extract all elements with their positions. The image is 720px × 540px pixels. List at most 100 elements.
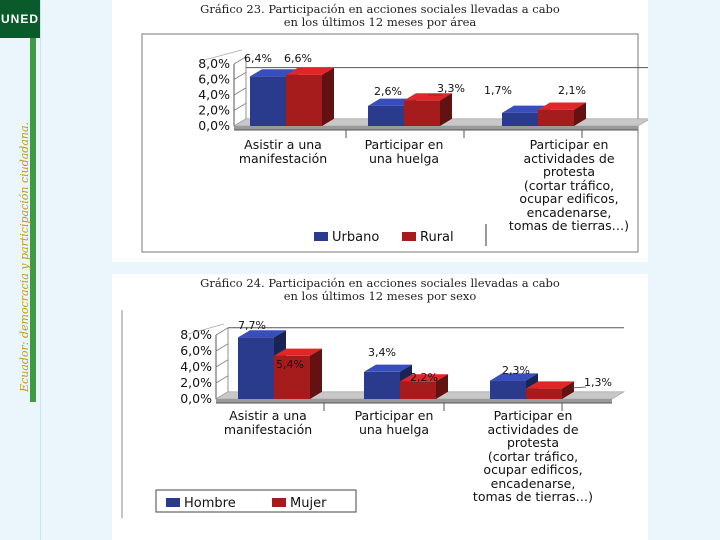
category-label-line: Participar en [354, 408, 434, 423]
category-label-line: actividades de [487, 421, 579, 437]
bar [526, 381, 574, 399]
bar-side [574, 102, 586, 126]
category-label: Asistir a una manifestación [218, 138, 348, 165]
chart-title: Gráfico 24. Participación en acciones so… [112, 277, 648, 303]
legend-label: Rural [420, 230, 454, 245]
chart-floor-front [216, 399, 612, 403]
legend-swatch [166, 498, 180, 507]
category-label: Participar en actividades de protesta (c… [504, 138, 634, 233]
decor-diagonal [203, 49, 243, 61]
uned-logo: UNED [0, 0, 40, 38]
legend-label: Mujer [290, 496, 327, 511]
data-label: 1,7% [484, 84, 512, 97]
chart-panel-sex: Gráfico 24. Participación en acciones so… [112, 274, 648, 540]
y-tick-diagonal [233, 102, 247, 111]
bar-front [490, 380, 526, 399]
bar [286, 67, 334, 126]
category-label-line: Participar en [493, 408, 573, 423]
legend-box [297, 221, 489, 249]
bar-top [274, 348, 322, 356]
y-tick-diagonal [215, 343, 229, 352]
category-label: Participar en actividades de protesta (c… [448, 409, 618, 504]
bar-top [490, 373, 538, 381]
bar-top [538, 102, 586, 110]
bar [400, 374, 448, 399]
bar-front [368, 105, 404, 126]
category-label: Participar en una huelga [344, 138, 464, 165]
bar-side [322, 67, 334, 126]
category-label-line: encadenarse, [526, 204, 612, 220]
bar [538, 102, 586, 126]
bar-front [238, 337, 274, 399]
y-tick-diagonal [233, 71, 247, 80]
chart-title: Gráfico 23. Participación en acciones so… [112, 3, 648, 29]
bar-top [286, 67, 334, 75]
chart-panel-area: Gráfico 23. Participación en acciones so… [112, 0, 648, 262]
bar-front [502, 112, 538, 126]
bar-top [526, 381, 574, 389]
chart-title-line-1: Gráfico 24. Participación en acciones so… [200, 276, 560, 290]
data-label: 2,2% [410, 371, 438, 384]
bar [404, 93, 452, 126]
data-label: 2,3% [502, 364, 530, 377]
category-label: Participar en una huelga [334, 409, 454, 436]
chart-title-line-1: Gráfico 23. Participación en acciones so… [200, 2, 560, 16]
bar-front [286, 74, 322, 126]
data-label: 6,4% [244, 52, 272, 65]
y-tick-diagonal [233, 87, 247, 96]
bar-front [400, 381, 436, 399]
bar [274, 348, 322, 399]
legend-swatch [314, 232, 328, 241]
decor-diagonal [187, 323, 225, 335]
category-label-line: una huelga [368, 150, 440, 166]
category-label-line: Asistir a una [229, 408, 307, 423]
chart-title-line-2: en los últimos 12 meses por área [283, 15, 477, 29]
bar-front [404, 100, 440, 126]
bar-top [364, 364, 412, 372]
category-label-line: tomas de tierras…) [508, 218, 630, 233]
category-label: Asistir a una manifestación [198, 409, 338, 436]
y-tick-label: 8,0% [198, 56, 230, 71]
data-label-leader [571, 386, 587, 389]
category-label-line: (cortar tráfico, [523, 177, 615, 193]
y-tick-diagonal [215, 327, 229, 336]
category-label-line: manifestación [223, 421, 313, 437]
bar-side [440, 93, 452, 126]
bar-chart-area: 0,0%2,0%4,0%6,0%8,0% 6,4% 2,6% 1,7% 6,6% 3,3%… [141, 33, 648, 253]
y-tick-diagonal [233, 56, 247, 65]
data-label: 7,7% [238, 319, 266, 332]
bar-front [364, 371, 400, 399]
data-label: 3,4% [368, 346, 396, 359]
legend-swatch [272, 498, 286, 507]
category-label-line: Participar en [529, 137, 609, 152]
data-label: 2,6% [374, 85, 402, 98]
y-tick-diagonal [215, 359, 229, 368]
bar-front [250, 76, 286, 126]
data-label: 2,1% [558, 84, 586, 97]
chart-frame [141, 33, 639, 253]
y-tick-label: 6,0% [180, 343, 212, 358]
y-tick-diagonal [215, 375, 229, 384]
chart-floor-front [234, 126, 638, 130]
data-label: 1,3% [584, 376, 612, 389]
bar-front [274, 355, 310, 399]
bar-top [238, 330, 286, 338]
legend-box [155, 489, 357, 513]
bar-side [562, 381, 574, 399]
y-tick-label: 6,0% [198, 72, 230, 87]
y-tick-label: 2,0% [180, 375, 212, 390]
bar-top [400, 374, 448, 382]
y-tick-label: 0,0% [180, 391, 212, 406]
data-label: 5,4% [276, 358, 304, 371]
category-label-line: actividades de [523, 150, 615, 166]
data-label: 3,3% [437, 82, 465, 95]
category-label-line: (cortar tráfico, [487, 448, 579, 464]
category-label-line: protesta [506, 435, 560, 450]
bar-front [526, 388, 562, 399]
category-label-line: Asistir a una [244, 137, 322, 152]
bar-front [538, 109, 574, 126]
legend-label: Urbano [332, 230, 379, 245]
bar-side [436, 374, 448, 399]
legend-swatch [402, 232, 416, 241]
category-label-line: encadenarse, [490, 475, 576, 491]
